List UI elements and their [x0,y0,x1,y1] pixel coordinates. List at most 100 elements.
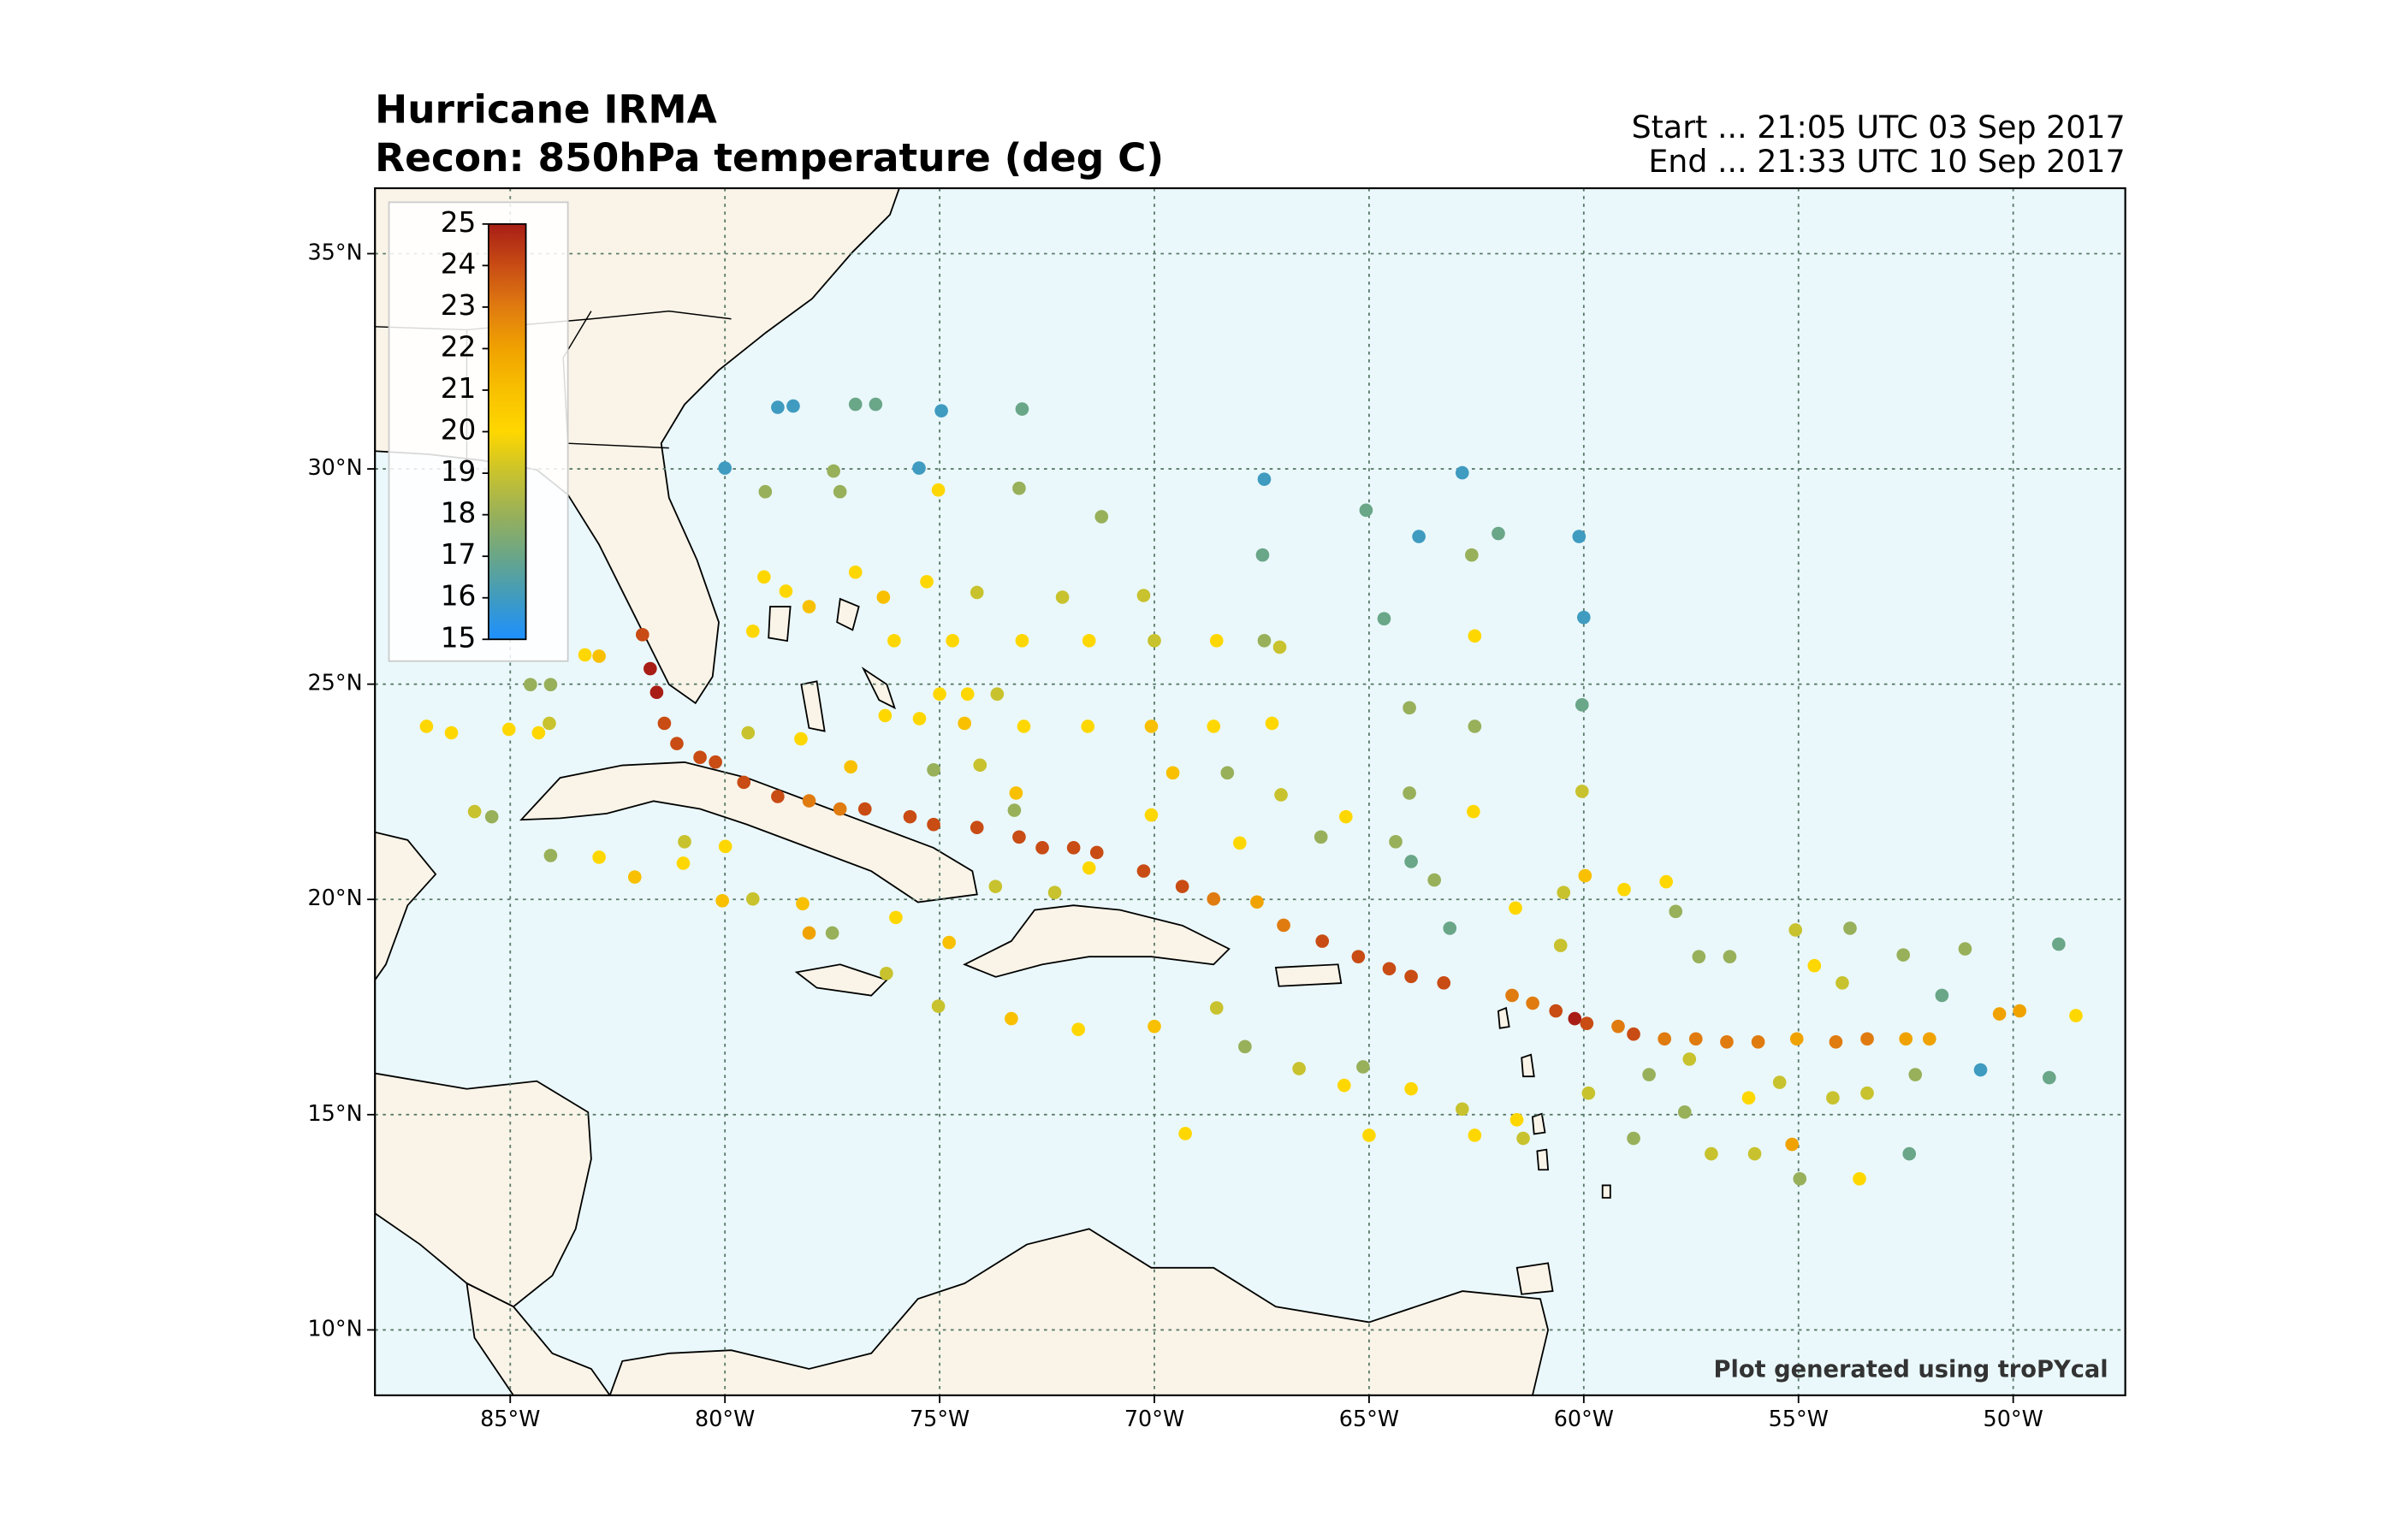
recon-point [1788,923,1803,937]
recon-point [1238,1040,1252,1054]
x-tick-label: 50°W [1984,1407,2043,1432]
y-tick-label: 25°N [308,671,363,696]
recon-point [1492,526,1505,541]
south-america [608,1228,1550,1395]
recon-point [880,966,893,980]
recon-point [1250,895,1264,909]
recon-point [1958,942,1972,956]
y-tick-label: 35°N [308,240,363,265]
recon-point [1549,1004,1563,1018]
recon-point [1467,804,1480,819]
colorbar-tick-label: 20 [441,414,477,447]
recon-point [718,461,732,475]
recon-point [1526,996,1539,1010]
recon-point [1351,950,1366,963]
recon-point [715,893,729,908]
y-tick-label: 15°N [308,1101,363,1127]
recon-point [771,790,785,803]
lesser-antilles [1536,1148,1550,1171]
recon-point [903,809,917,824]
recon-point [1015,402,1029,416]
recon-point [857,802,872,816]
colorbar-tick-label: 24 [441,247,477,280]
recon-point [970,820,984,835]
recon-point [1005,1011,1018,1026]
recon-point [649,685,664,700]
recon-point [1853,1171,1866,1186]
recon-point [745,891,760,906]
recon-point [1627,1131,1640,1146]
recon-point [970,585,984,600]
recon-point [643,661,657,676]
axes: 85°W 80°W 75°W 70°W 65°W 60°W 55°W 50°W 10°N 15°N… [308,240,2043,1432]
recon-point [1688,1032,1703,1046]
recon-point [1071,1022,1085,1037]
recon-point [1389,835,1403,849]
recon-point [825,926,839,940]
recon-point [912,712,927,726]
recon-point [1207,891,1221,906]
recon-point [444,726,459,740]
recon-point [844,760,858,774]
colorbar-tick-label: 21 [441,372,477,405]
colorbar-tick-label: 25 [441,206,477,239]
recon-point [1314,830,1328,844]
recon-point [1136,589,1151,602]
recon-point [1611,1019,1625,1034]
recon-point [1265,716,1279,731]
colorbar-tick-label: 22 [441,330,477,363]
recon-point [876,590,891,604]
recon-point [501,722,516,737]
recon-point [771,400,785,414]
recon-point [946,634,959,648]
recon-point [1272,640,1287,654]
credit: Plot generated using troPYcal [1713,1356,2108,1383]
recon-point [927,762,940,777]
recon-point [709,755,722,769]
recon-point [786,399,800,413]
recon-point [1580,1016,1594,1030]
recon-point [1017,720,1031,733]
recon-point [1007,803,1022,817]
recon-point [1992,1007,2007,1021]
recon-point [889,910,903,925]
recon-point [1935,988,1949,1003]
recon-point [1257,472,1272,486]
recon-point [1826,1091,1840,1105]
recon-point [636,627,649,642]
recon-point [1682,1052,1697,1066]
recon-point [1055,590,1070,604]
recon-point [1209,634,1224,648]
x-tick-label: 60°W [1554,1407,1614,1432]
recon-point [1165,766,1180,780]
recon-point [1403,701,1416,715]
recon-point [1144,720,1159,733]
recon-point [1577,610,1591,625]
recon-point [1144,808,1159,822]
recon-point [1207,720,1221,733]
lesser-antilles [1521,1053,1535,1078]
recon-point [1148,634,1161,648]
recon-point [1516,1131,1530,1146]
recon-point [693,750,707,765]
recon-point [1973,1063,1988,1077]
chart-subtitle: Recon: 850hPa temperature (deg C) [375,135,1164,181]
colorbar-tick-label: 16 [441,580,477,613]
recon-point [912,461,926,475]
recon-point [1404,969,1418,984]
recon-point [1403,786,1416,800]
recon-point [543,716,556,731]
recon-point [1404,1081,1418,1096]
recon-point [578,648,592,662]
x-tick-label: 75°W [910,1407,970,1432]
grid [375,188,2126,1395]
recon-point [1677,1105,1692,1119]
yucatan [375,831,437,982]
points [419,397,2083,1186]
state-border [567,442,669,449]
bahamas [836,597,860,631]
recon-point [1081,720,1095,733]
recon-point [1807,958,1822,973]
recon-point [933,687,946,702]
